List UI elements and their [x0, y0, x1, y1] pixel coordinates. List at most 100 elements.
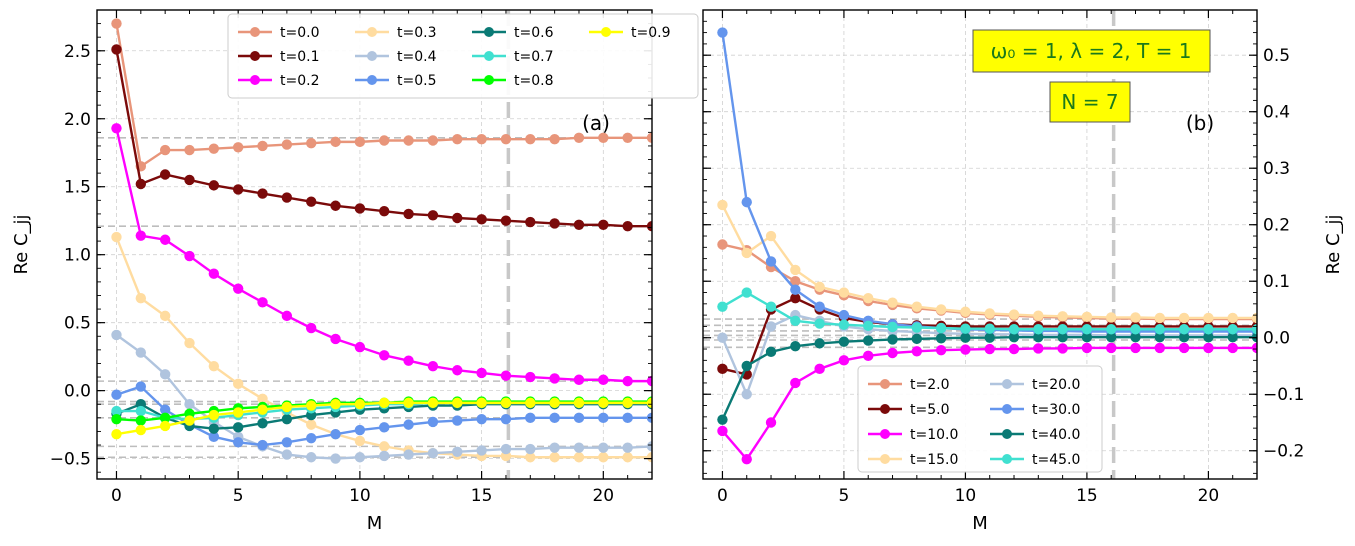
- data-point-t=0.5-m5: [232, 437, 244, 448]
- panel-a-x-axis-title: M: [367, 513, 383, 534]
- panel-b-frame: [702, 9, 1258, 480]
- data-point-t=0.3-m18: [549, 452, 560, 463]
- data-point-t=40.0-m19: [1178, 331, 1190, 343]
- data-point-t=0.2-m21: [622, 375, 633, 387]
- legend-item-t=40.0: t=40.0: [990, 427, 1080, 443]
- data-point-t=0.3-m19: [573, 452, 585, 463]
- data-point-t=0.3-m0: [111, 231, 122, 243]
- legend-item-t=0.1: t=0.1: [238, 49, 319, 65]
- data-point-t=0.4-m18: [549, 442, 560, 453]
- legend-item-t=0.9: t=0.9: [589, 25, 670, 41]
- data-point-t=45.0-m9: [935, 322, 947, 334]
- data-point-t=45.0-m19: [1178, 324, 1190, 335]
- data-point-t=0.2-m3: [184, 250, 195, 262]
- data-point-t=0.3-m22: [646, 452, 652, 463]
- data-point-t=15.0-m14: [1057, 311, 1068, 322]
- legend-marker: [367, 51, 377, 61]
- data-point-t=0.2-m9: [330, 333, 341, 345]
- legend-marker: [367, 27, 377, 37]
- data-point-t=40.0-m17: [1130, 331, 1141, 343]
- data-point-t=0.2-m12: [403, 355, 414, 366]
- data-point-t=0.1-m2: [159, 169, 171, 180]
- data-point-t=0.4-m22: [646, 441, 652, 452]
- data-point-t=0.1-m1: [135, 178, 147, 190]
- data-point-t=0.0-m10: [354, 136, 366, 148]
- legend-item-t=0.5: t=0.5: [355, 73, 436, 89]
- data-point-t=0.0-m16: [500, 133, 512, 145]
- data-point-t=0.9-m17: [525, 397, 536, 409]
- panel-b-ticks: 0 5 10 15 20 −0.2 −0.1 0.0 0.1 0.2 0.3 0.4 0.5: [703, 10, 1304, 506]
- data-point-t=45.0-m2: [765, 301, 777, 312]
- data-point-t=0.5-m10: [354, 424, 366, 436]
- legend-label: t=0.5: [397, 73, 436, 89]
- data-point-t=0.6-m5: [232, 422, 244, 433]
- data-point-t=40.0-m12: [1008, 331, 1020, 343]
- legend-label: t=0.6: [514, 25, 554, 41]
- data-point-t=10.0-m12: [1008, 343, 1020, 355]
- data-point-t=0.5-m4: [208, 431, 220, 443]
- panel-b-series: [717, 27, 1257, 465]
- data-point-t=0.0-m20: [598, 132, 609, 143]
- legend-item-t=0.7: t=0.7: [472, 49, 553, 65]
- data-point-t=0.1-m20: [598, 219, 609, 230]
- data-point-t=0.0-m17: [525, 133, 536, 145]
- data-point-t=0.5-m8: [306, 433, 317, 444]
- data-point-t=0.9-m6: [257, 404, 268, 415]
- data-point-t=40.0-m15: [1081, 331, 1093, 343]
- data-point-t=0.5-m16: [500, 413, 512, 425]
- data-point-t=15.0-m21: [1227, 312, 1238, 324]
- y-tick-label: 0.4: [1263, 103, 1290, 123]
- legend-marker: [880, 404, 890, 414]
- data-point-t=20.0-m1: [741, 389, 752, 400]
- data-point-t=0.1-m19: [573, 219, 585, 230]
- legend-marker: [601, 27, 611, 37]
- legend-item-t=0.4: t=0.4: [355, 49, 437, 65]
- legend-item-t=0.8: t=0.8: [472, 73, 553, 89]
- data-point-t=0.5-m1: [135, 381, 147, 392]
- data-point-t=0.9-m8: [306, 400, 317, 411]
- data-point-t=10.0-m22: [1251, 342, 1257, 354]
- data-point-t=40.0-m11: [984, 332, 995, 343]
- data-point-t=45.0-m20: [1203, 324, 1214, 335]
- data-point-t=0.1-m6: [257, 188, 268, 199]
- data-point-t=0.5-m7: [281, 437, 293, 448]
- data-point-t=0.4-m1: [135, 347, 147, 358]
- x-tick-label: 10: [955, 486, 977, 506]
- data-point-t=0.3-m11: [379, 441, 390, 452]
- data-point-t=0.5-m0: [111, 389, 122, 400]
- legend-label: t=0.2: [280, 73, 319, 89]
- legend-marker: [250, 75, 260, 85]
- data-point-t=10.0-m8: [911, 346, 923, 357]
- data-point-t=30.0-m4: [814, 301, 825, 312]
- data-point-t=10.0-m14: [1057, 343, 1068, 354]
- x-tick-label: 10: [349, 486, 371, 506]
- data-point-t=0.3-m3: [184, 337, 195, 349]
- data-point-t=0.2-m8: [306, 322, 317, 334]
- data-point-t=40.0-m20: [1203, 331, 1214, 343]
- data-point-t=0.5-m12: [403, 419, 414, 430]
- legend-item-t=0.2: t=0.2: [238, 73, 319, 89]
- data-point-t=0.5-m17: [525, 412, 536, 424]
- info-box-n: N = 7: [1049, 81, 1131, 123]
- data-point-t=0.1-m15: [476, 214, 487, 225]
- panel-b-legend: t=2.0 t=5.0 t=10.0 t=15.0 t=20.0 t=30.0 t=40.0…: [857, 365, 1103, 473]
- data-point-t=45.0-m17: [1130, 324, 1141, 335]
- legend-item-t=0.0: t=0.0: [238, 25, 319, 41]
- series-line-t=30.0: [721, 32, 1257, 333]
- data-point-t=0.5-m13: [427, 416, 439, 428]
- y-tick-label: 0.0: [64, 382, 91, 402]
- data-point-t=0.1-m22: [646, 220, 652, 232]
- data-point-t=0.2-m19: [573, 374, 585, 385]
- legend-marker: [484, 75, 494, 85]
- data-point-t=0.0-m9: [330, 136, 341, 148]
- data-point-t=0.5-m18: [549, 412, 560, 424]
- data-point-t=30.0-m1: [741, 196, 752, 208]
- data-point-t=0.5-m15: [476, 413, 487, 425]
- data-point-t=0.0-m15: [476, 133, 487, 145]
- data-point-t=0.9-m12: [403, 397, 414, 409]
- data-point-t=40.0-m16: [1106, 331, 1117, 343]
- panel-a-y-axis-title: Re C_jj: [11, 214, 32, 274]
- data-point-t=0.0-m21: [622, 132, 633, 143]
- data-point-t=10.0-m20: [1203, 342, 1214, 354]
